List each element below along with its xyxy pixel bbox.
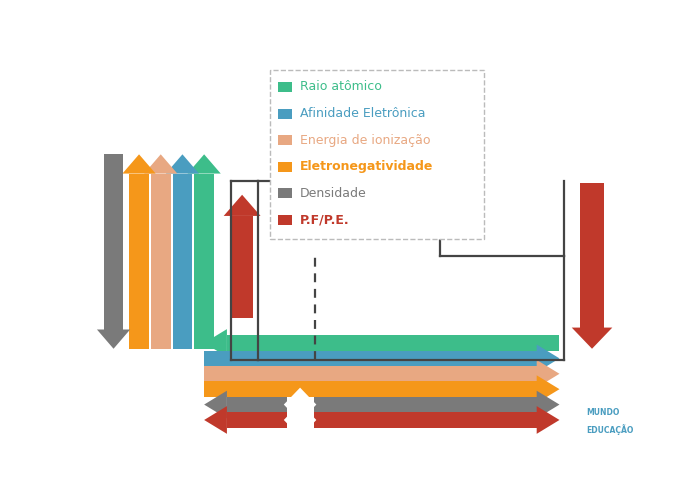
FancyBboxPatch shape xyxy=(227,397,286,412)
Polygon shape xyxy=(204,390,227,418)
Polygon shape xyxy=(97,330,130,349)
FancyBboxPatch shape xyxy=(204,350,537,366)
Polygon shape xyxy=(204,329,227,357)
Polygon shape xyxy=(537,406,559,434)
FancyBboxPatch shape xyxy=(270,70,484,239)
Text: EDUCAÇÃO: EDUCAÇÃO xyxy=(587,424,634,435)
Text: MUNDO: MUNDO xyxy=(587,408,620,417)
Polygon shape xyxy=(572,328,612,349)
FancyBboxPatch shape xyxy=(231,216,253,318)
Polygon shape xyxy=(537,360,559,388)
Polygon shape xyxy=(144,154,177,174)
FancyBboxPatch shape xyxy=(195,174,214,349)
FancyBboxPatch shape xyxy=(580,183,604,328)
FancyBboxPatch shape xyxy=(278,108,292,118)
FancyBboxPatch shape xyxy=(173,174,193,349)
Text: Densidade: Densidade xyxy=(300,187,366,200)
Polygon shape xyxy=(188,154,220,174)
FancyBboxPatch shape xyxy=(314,412,537,428)
FancyBboxPatch shape xyxy=(314,397,537,412)
FancyBboxPatch shape xyxy=(130,174,149,349)
FancyBboxPatch shape xyxy=(204,366,537,382)
Text: Eletronegatividade: Eletronegatividade xyxy=(300,160,433,173)
FancyBboxPatch shape xyxy=(278,135,292,145)
Polygon shape xyxy=(284,403,316,437)
Text: Afinidade Eletrônica: Afinidade Eletrônica xyxy=(300,107,425,120)
Text: Raio atômico: Raio atômico xyxy=(300,80,382,94)
Polygon shape xyxy=(224,194,260,216)
Polygon shape xyxy=(537,344,559,372)
FancyBboxPatch shape xyxy=(227,336,559,350)
Polygon shape xyxy=(166,154,199,174)
FancyBboxPatch shape xyxy=(104,154,123,330)
FancyBboxPatch shape xyxy=(278,215,292,225)
Text: Energia de ionização: Energia de ionização xyxy=(300,134,430,146)
FancyBboxPatch shape xyxy=(278,188,292,198)
Polygon shape xyxy=(204,406,227,434)
FancyBboxPatch shape xyxy=(278,82,292,92)
FancyBboxPatch shape xyxy=(204,382,537,397)
Polygon shape xyxy=(122,154,155,174)
Polygon shape xyxy=(537,390,559,418)
FancyBboxPatch shape xyxy=(151,174,171,349)
Polygon shape xyxy=(284,388,316,422)
Text: P.F/P.E.: P.F/P.E. xyxy=(300,214,349,226)
FancyBboxPatch shape xyxy=(227,412,286,428)
FancyBboxPatch shape xyxy=(278,162,292,172)
Polygon shape xyxy=(537,376,559,403)
